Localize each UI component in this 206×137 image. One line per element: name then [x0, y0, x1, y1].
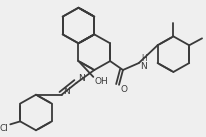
Text: Cl: Cl	[0, 124, 9, 133]
Text: N: N	[78, 74, 85, 83]
Text: OH: OH	[94, 77, 108, 86]
Text: N: N	[63, 87, 70, 96]
Text: N: N	[140, 62, 147, 71]
Text: H: H	[141, 54, 147, 63]
Text: O: O	[121, 85, 128, 94]
